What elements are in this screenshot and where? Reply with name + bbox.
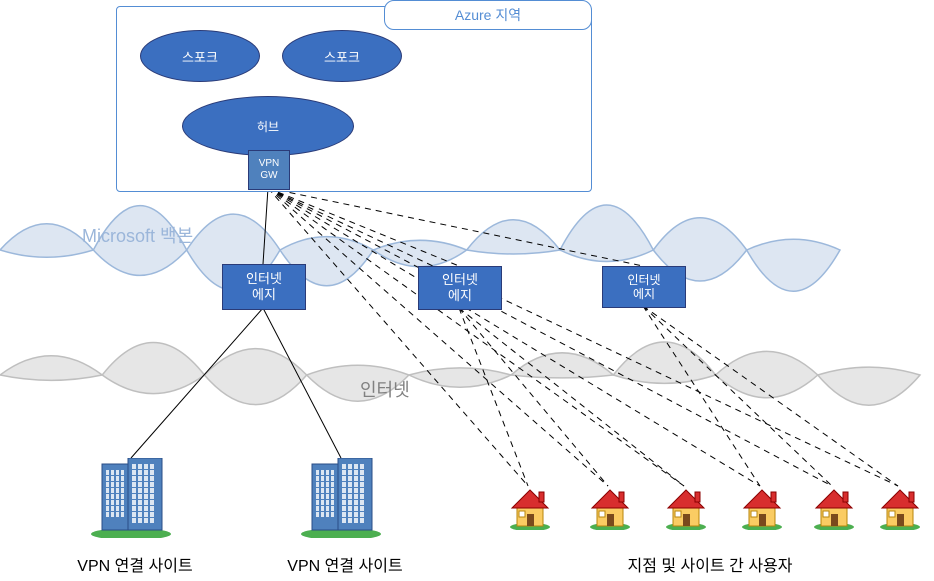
caption-c3: 지점 및 사이트 간 사용자 xyxy=(560,552,860,576)
azure-region-label: Azure 지역 xyxy=(384,0,592,30)
cloud-internet xyxy=(0,342,920,405)
node-spoke1: 스포크 xyxy=(140,30,260,82)
cloud-label-internet: 인터넷 xyxy=(360,376,410,402)
node-spoke2: 스포크 xyxy=(282,30,402,82)
node-hub: 허브 xyxy=(182,96,354,156)
line-vpngw-h5 xyxy=(268,188,832,486)
node-edge1: 인터넷 에지 xyxy=(222,264,306,310)
line-edge3-h5 xyxy=(643,306,832,486)
line-edge3-h4 xyxy=(643,306,760,486)
line-vpngw-h2 xyxy=(268,188,608,486)
node-edge2: 인터넷 에지 xyxy=(418,266,502,310)
node-edge3: 인터넷 에지 xyxy=(602,266,686,308)
node-vpngw: VPN GW xyxy=(248,150,290,190)
caption-c1: VPN 연결 사이트 xyxy=(50,552,220,576)
line-edge2-h2 xyxy=(459,308,608,486)
line-edge2-h3 xyxy=(459,308,684,486)
caption-c2: VPN 연결 사이트 xyxy=(260,552,430,576)
line-edge2-h1 xyxy=(459,308,528,486)
cloud-label-backbone: Microsoft 백본 xyxy=(82,222,193,248)
